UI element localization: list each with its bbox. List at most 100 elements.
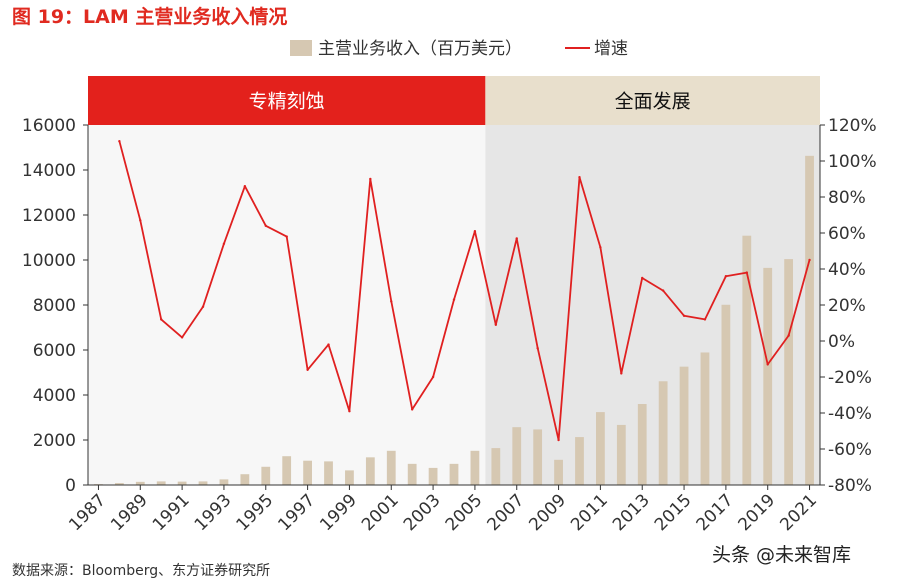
figure-source: 数据来源：Bloomberg、东方证券研究所 bbox=[12, 563, 271, 579]
bar-1992 bbox=[198, 481, 208, 485]
x-tick-label: 2011 bbox=[567, 490, 612, 535]
bar-1991 bbox=[177, 481, 187, 485]
x-tick-label: 2015 bbox=[651, 490, 696, 535]
growth-point-2005 bbox=[473, 230, 477, 233]
bar-2013 bbox=[637, 404, 647, 485]
bar-1989 bbox=[135, 481, 145, 485]
phase-label-2: 全面发展 bbox=[615, 91, 691, 113]
revenue-bars bbox=[94, 155, 814, 485]
x-tick-label: 1997 bbox=[274, 490, 319, 535]
growth-point-2008 bbox=[536, 347, 539, 350]
growth-point-2004 bbox=[452, 298, 456, 301]
growth-point-2018 bbox=[745, 271, 748, 274]
growth-point-2015 bbox=[682, 314, 686, 317]
growth-point-1995 bbox=[264, 224, 267, 227]
growth-point-2000 bbox=[369, 177, 372, 181]
growth-point-2021 bbox=[808, 258, 811, 262]
growth-point-2020 bbox=[787, 334, 790, 337]
y-left-tick-label: 2000 bbox=[33, 431, 76, 451]
y-right-tick-label: 60% bbox=[828, 224, 866, 244]
y-left-tick-label: 8000 bbox=[33, 296, 76, 316]
phase-header-2 bbox=[485, 76, 820, 125]
bar-2003 bbox=[428, 467, 438, 485]
bar-2009 bbox=[554, 459, 563, 485]
bar-1994 bbox=[240, 474, 250, 485]
growth-point-2014 bbox=[661, 289, 665, 292]
growth-point-1998 bbox=[327, 343, 330, 346]
phase-header-1 bbox=[88, 76, 486, 125]
y-left-tick-label: 16000 bbox=[22, 116, 76, 136]
x-tick-label: 2007 bbox=[484, 490, 529, 535]
growth-point-2016 bbox=[703, 318, 707, 321]
y-right-tick-label: 0% bbox=[828, 332, 855, 352]
y-right-tick-label: 40% bbox=[828, 260, 866, 280]
y-right-tick-label: 20% bbox=[828, 296, 866, 316]
y-left-tick-label: 6000 bbox=[33, 341, 76, 361]
growth-point-1989 bbox=[139, 219, 142, 222]
phase-label-1: 专精刻蚀 bbox=[249, 91, 325, 113]
growth-point-1993 bbox=[222, 242, 226, 245]
growth-point-2003 bbox=[431, 375, 435, 379]
x-tick-label: 1993 bbox=[191, 490, 236, 535]
y-right-tick-label: 100% bbox=[828, 152, 877, 172]
bar-2010 bbox=[575, 437, 584, 485]
legend: 主营业务收入（百万美元） 增速 bbox=[290, 39, 628, 59]
y-right-tick-label: -60% bbox=[828, 440, 872, 460]
bar-1999 bbox=[345, 470, 354, 485]
growth-point-1992 bbox=[201, 305, 205, 308]
y-left-tick-label: 4000 bbox=[33, 386, 76, 406]
figure-title: 图 19：LAM 主营业务收入情况 bbox=[12, 6, 288, 28]
bar-1997 bbox=[303, 460, 312, 485]
bar-2008 bbox=[533, 429, 543, 485]
y-left-tick-label: 10000 bbox=[22, 251, 76, 271]
bar-1996 bbox=[282, 456, 292, 485]
bar-1990 bbox=[156, 481, 166, 485]
growth-point-2010 bbox=[578, 176, 581, 179]
bar-2004 bbox=[449, 463, 459, 485]
x-tick-label: 2021 bbox=[776, 490, 821, 535]
y-right-tick-label: 120% bbox=[828, 116, 877, 136]
bar-2019 bbox=[763, 267, 773, 485]
growth-point-1988 bbox=[118, 140, 121, 143]
bar-2016 bbox=[700, 352, 710, 485]
bar-1993 bbox=[219, 479, 229, 485]
x-tick-label: 2001 bbox=[358, 490, 403, 535]
growth-line bbox=[118, 140, 811, 442]
growth-point-1997 bbox=[306, 368, 309, 371]
growth-point-1999 bbox=[348, 410, 351, 413]
x-tick-label: 1991 bbox=[149, 490, 194, 535]
growth-point-2009 bbox=[557, 438, 560, 442]
y-left-tick-label: 0 bbox=[65, 476, 76, 496]
growth-point-2012 bbox=[620, 372, 623, 375]
growth-point-2006 bbox=[494, 323, 498, 326]
bar-2001 bbox=[386, 450, 396, 485]
growth-point-2011 bbox=[599, 246, 602, 249]
bar-1988 bbox=[114, 483, 124, 485]
legend-swatch-bar bbox=[290, 40, 312, 56]
x-tick-label: 2009 bbox=[525, 490, 570, 535]
bar-2021 bbox=[805, 155, 814, 485]
bar-2012 bbox=[616, 424, 626, 485]
bar-2002 bbox=[407, 463, 417, 485]
bar-2007 bbox=[512, 427, 522, 485]
growth-point-2002 bbox=[410, 408, 414, 411]
bar-2018 bbox=[742, 235, 752, 485]
x-tick-label: 2019 bbox=[735, 490, 780, 535]
y-left-tick-label: 12000 bbox=[22, 206, 76, 226]
x-tick-label: 2017 bbox=[693, 490, 738, 535]
phase-headers: 专精刻蚀 全面发展 bbox=[88, 76, 820, 125]
growth-point-2013 bbox=[641, 276, 644, 280]
growth-point-2001 bbox=[390, 300, 393, 303]
growth-point-2017 bbox=[724, 275, 728, 278]
growth-point-1994 bbox=[243, 185, 247, 188]
growth-line-path bbox=[118, 140, 811, 441]
bar-2006 bbox=[491, 448, 501, 485]
x-tick-label: 1989 bbox=[107, 490, 152, 535]
phase-background-1 bbox=[88, 125, 486, 485]
bar-2005 bbox=[470, 450, 480, 485]
x-tick-label: 2003 bbox=[400, 490, 445, 535]
x-tick-label: 1999 bbox=[316, 490, 361, 535]
x-tick-label: 2013 bbox=[609, 490, 654, 535]
y-right-tick-label: -20% bbox=[828, 368, 872, 388]
